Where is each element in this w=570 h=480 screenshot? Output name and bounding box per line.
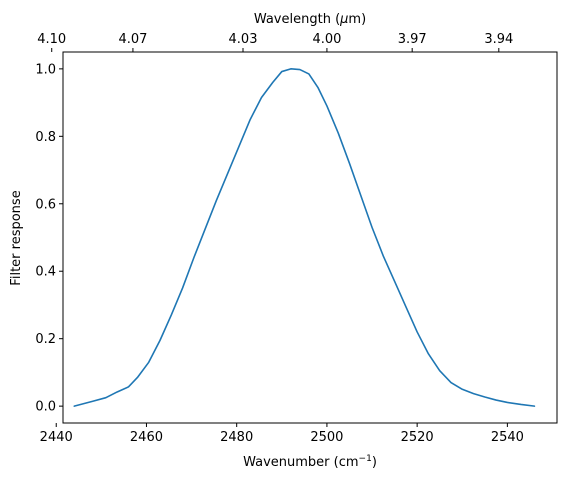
top-tick-label: 3.94: [484, 32, 513, 47]
x-tick-label: 2440: [40, 430, 73, 445]
plot-area: [62, 51, 558, 424]
y-axis-label: Filter response: [9, 190, 24, 285]
filter-response-line: [73, 68, 536, 407]
x-tick-label: 2500: [310, 430, 343, 445]
y-tick-label: 0.6: [35, 197, 56, 212]
y-tick-label: 0.0: [35, 400, 56, 415]
top-axis-label: Wavelength (μm): [254, 12, 366, 27]
x-tick-label: 2480: [220, 430, 253, 445]
x-tick-label: 2520: [401, 430, 434, 445]
y-tick-label: 0.8: [35, 130, 56, 145]
bottom-axis: 2440 2460 2480 2500 2520 2540: [40, 423, 524, 445]
top-axis: 4.10 4.07 4.03 4.00 3.97 3.94: [37, 32, 513, 52]
top-tick-label: 4.03: [229, 32, 258, 47]
top-tick-label: 4.10: [37, 32, 66, 47]
x-axis-label: Wavenumber (cm−1): [243, 454, 377, 470]
x-tick-label: 2540: [491, 430, 524, 445]
top-tick-label: 4.00: [312, 32, 341, 47]
top-tick-label: 4.07: [118, 32, 147, 47]
x-tick-label: 2460: [130, 430, 163, 445]
y-tick-label: 0.4: [35, 265, 56, 280]
y-tick-label: 0.2: [35, 332, 56, 347]
top-tick-label: 3.97: [398, 32, 427, 47]
left-axis: 0.0 0.2 0.4 0.6 0.8 1.0: [35, 62, 63, 415]
y-tick-label: 1.0: [35, 62, 56, 77]
